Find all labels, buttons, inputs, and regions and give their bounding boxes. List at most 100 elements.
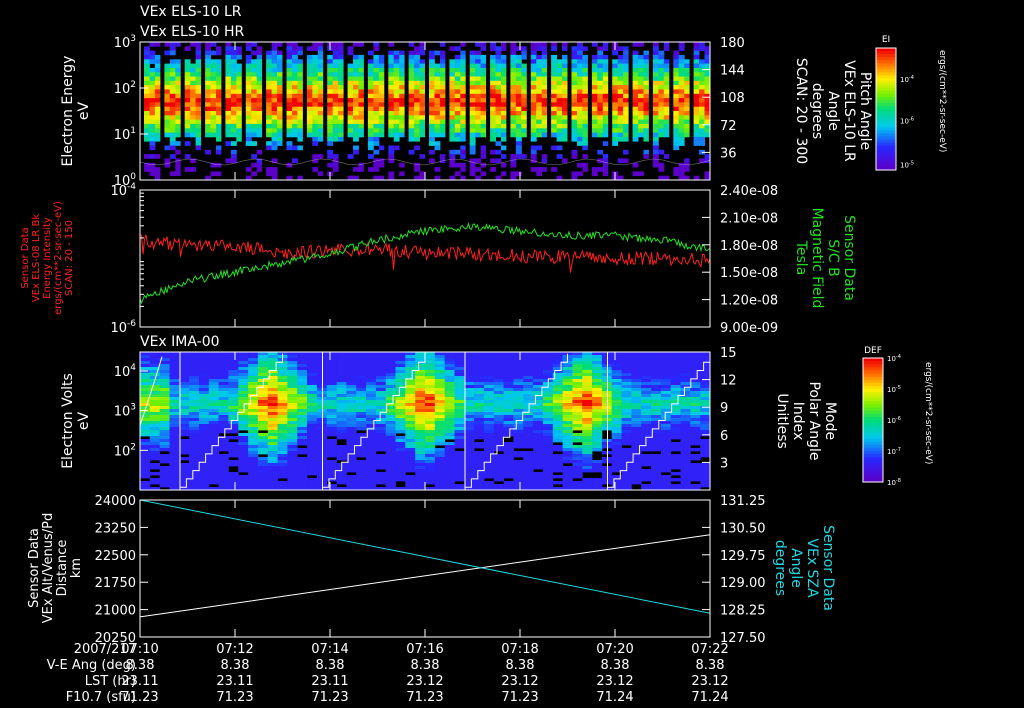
heat-cell (277, 394, 288, 398)
heat-cell (297, 394, 308, 398)
heat-cell (699, 123, 705, 129)
heat-cell (660, 439, 672, 443)
heat-cell (297, 358, 308, 362)
heat-cell (373, 85, 380, 90)
heat-cell (490, 46, 496, 51)
heat-cell (493, 418, 504, 422)
heat-cell (144, 111, 150, 116)
heat-cell (149, 418, 160, 422)
heat-cell (179, 484, 190, 488)
heat-cell (332, 67, 339, 73)
heat-cell (641, 370, 652, 374)
heat-cell (238, 370, 249, 374)
heat-cell (419, 59, 426, 64)
heat-cell (287, 391, 298, 395)
heat-cell (464, 352, 475, 356)
heat-cell (326, 379, 337, 383)
heat-cell (373, 46, 380, 51)
colorbar-tick: 10-7 (887, 447, 901, 456)
ephemeris-value: 23.11 (216, 674, 253, 689)
heat-cell (393, 102, 400, 108)
heat-cell (651, 448, 662, 452)
heat-cell (367, 128, 374, 133)
heat-cell (373, 128, 380, 133)
heat-cell (297, 72, 304, 77)
polar-index-line (180, 353, 283, 488)
heat-cell (530, 102, 537, 108)
heat-cell (346, 379, 357, 383)
heat-cell (444, 379, 455, 383)
heat-cell (542, 358, 554, 362)
heat-cell (218, 454, 229, 458)
heat-cell (542, 445, 554, 449)
ephemeris-value: 71.23 (501, 690, 538, 705)
heat-cell (140, 457, 151, 461)
heat-cell (210, 72, 217, 77)
heat-cell (228, 451, 239, 455)
heat-cell (475, 93, 482, 99)
heat-cell (631, 442, 642, 446)
heat-cell (210, 171, 217, 177)
heat-cell (523, 442, 534, 446)
heat-cell (542, 352, 554, 356)
heat-cell (366, 355, 377, 359)
heat-cell (169, 394, 180, 398)
heat-cell (210, 106, 217, 112)
heat-cell (631, 469, 642, 473)
heat-cell (651, 352, 662, 356)
heat-cell (366, 361, 377, 365)
heat-cell (541, 67, 548, 73)
heat-cell (277, 373, 288, 377)
heat-cell (700, 397, 711, 401)
heat-cell (277, 424, 288, 428)
heat-cell (551, 106, 557, 112)
heat-cell (149, 59, 156, 64)
tick-label: 20250 (95, 631, 136, 646)
heat-cell (582, 119, 589, 125)
heat-cell (474, 463, 485, 467)
heat-cell (375, 406, 387, 410)
heat-cell (572, 451, 583, 455)
heat-cell (660, 478, 672, 482)
heat-cell (552, 424, 563, 428)
heat-cell (307, 391, 318, 395)
colorbar-swatch (876, 154, 896, 159)
heat-cell (490, 63, 496, 69)
heat-cell (266, 76, 272, 82)
heat-cell (189, 427, 200, 431)
heat-cell (199, 424, 210, 428)
heat-cell (658, 80, 665, 86)
heat-cell (493, 442, 504, 446)
heat-cell (205, 76, 211, 82)
heat-cell (277, 406, 288, 410)
heat-cell (358, 93, 365, 99)
heat-cell (375, 385, 387, 389)
heat-cell (556, 102, 563, 108)
heat-cell (444, 469, 455, 473)
heat-cell (651, 409, 662, 413)
heat-cell (495, 128, 502, 133)
heat-cell (395, 358, 406, 362)
heat-cell (612, 72, 619, 77)
heat-cell (425, 433, 436, 437)
heat-cell (562, 98, 568, 103)
heat-cell (189, 430, 200, 434)
heat-cell (277, 376, 288, 380)
heat-cell (523, 418, 534, 422)
heat-cell (388, 72, 395, 77)
heat-cell (684, 175, 691, 181)
heat-cell (271, 106, 278, 112)
heat-cell (366, 376, 377, 380)
heat-cell (332, 50, 339, 56)
panel-intensity-field: 10-610-4 9.00e-091.20e-081.50e-081.80e-0… (20, 182, 857, 336)
heat-cell (597, 115, 604, 120)
heat-cell (144, 50, 150, 56)
heat-cell (444, 409, 455, 413)
heat-cell (297, 355, 308, 359)
heat-cell (660, 442, 672, 446)
heat-cell (408, 63, 415, 69)
heat-cell (493, 379, 504, 383)
heat-cell (286, 162, 293, 168)
heat-cell (228, 454, 239, 458)
heat-cell (541, 80, 548, 86)
